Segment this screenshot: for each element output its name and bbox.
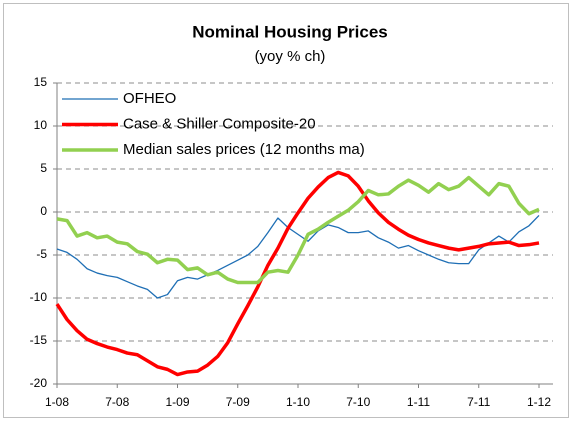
legend-label: Case & Shiller Composite-20 <box>123 115 316 132</box>
y-tick-label: -10 <box>30 290 48 304</box>
x-tick-label: 7-08 <box>105 395 129 409</box>
y-tick-label: 15 <box>34 75 48 89</box>
series-line <box>56 214 540 299</box>
x-tick-label: 7-11 <box>467 395 490 409</box>
y-tick-label: -15 <box>30 333 48 347</box>
y-tick-label: 5 <box>40 161 47 175</box>
series-line <box>56 175 540 285</box>
y-tick-label: -5 <box>36 247 47 261</box>
x-tick-label: 1-08 <box>45 395 69 409</box>
legend-label: Median sales prices (12 months ma) <box>123 141 365 158</box>
x-tick-label: 1-12 <box>527 395 551 409</box>
x-tick-label: 7-10 <box>346 395 370 409</box>
x-tick-label: 7-09 <box>226 395 250 409</box>
y-tick-label: -20 <box>30 376 48 390</box>
legend-label: OFHEO <box>123 90 176 107</box>
chart-title: Nominal Housing Prices <box>192 22 388 41</box>
y-tick-label: 0 <box>40 204 47 218</box>
series-line <box>55 170 540 377</box>
x-tick-label: 1-09 <box>165 395 189 409</box>
chart-border <box>3 3 569 418</box>
y-tick-label: 10 <box>34 118 48 132</box>
x-tick-label: 1-11 <box>407 395 430 409</box>
chart-subtitle: (yoy % ch) <box>255 48 326 65</box>
x-tick-label: 1-10 <box>286 395 310 409</box>
